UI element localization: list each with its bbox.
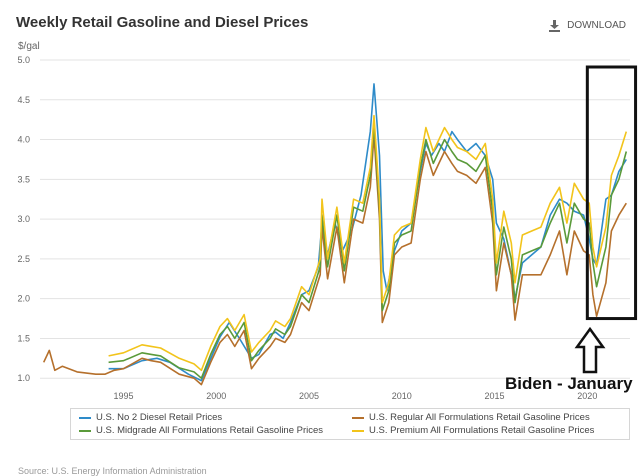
download-label: DOWNLOAD (567, 20, 626, 31)
x-tick-label: 1995 (113, 391, 133, 401)
y-tick-label: 1.5 (17, 333, 30, 343)
source-note: Source: U.S. Energy Information Administ… (18, 466, 207, 476)
y-tick-label: 2.5 (17, 254, 30, 264)
annotation-box (585, 65, 638, 321)
up-arrow-icon (574, 326, 606, 374)
y-tick-label: 2.0 (17, 294, 30, 304)
x-tick-label: 2015 (485, 391, 505, 401)
legend-item-diesel[interactable]: U.S. No 2 Diesel Retail Prices (79, 412, 348, 423)
legend-item-midgrade[interactable]: U.S. Midgrade All Formulations Retail Ga… (79, 425, 348, 436)
legend-swatch-midgrade (79, 429, 91, 432)
download-button[interactable]: DOWNLOAD (548, 19, 626, 32)
chart-legend: U.S. No 2 Diesel Retail Prices U.S. Regu… (70, 408, 630, 440)
x-tick-label: 2020 (577, 391, 597, 401)
line-chart: $/gal 1.0 1.5 2.0 2.5 3.0 3.5 4.0 4.5 5.0 1995 20… (17, 41, 638, 401)
series-line-regular (42, 134, 627, 386)
series-line-premium (108, 114, 628, 372)
legend-label-regular: U.S. Regular All Formulations Retail Gas… (369, 412, 590, 423)
x-tick-label: 2010 (392, 391, 412, 401)
y-tick-label: 4.5 (17, 95, 30, 105)
y-axis-ticks: 1.0 1.5 2.0 2.5 3.0 3.5 4.0 4.5 5.0 (17, 55, 30, 383)
x-tick-label: 2005 (299, 391, 319, 401)
y-tick-label: 1.0 (17, 373, 30, 383)
annotation-group: Biden - January (505, 65, 638, 393)
series-lines (42, 83, 628, 386)
download-icon (549, 20, 561, 32)
legend-item-premium[interactable]: U.S. Premium All Formulations Retail Gas… (352, 425, 621, 436)
x-axis-ticks: 1995 2000 2005 2010 2015 2020 (113, 391, 597, 401)
y-tick-label: 3.5 (17, 174, 30, 184)
legend-label-premium: U.S. Premium All Formulations Retail Gas… (369, 425, 595, 436)
grid-lines (40, 59, 630, 379)
legend-label-diesel: U.S. No 2 Diesel Retail Prices (96, 412, 223, 423)
chart-title: Weekly Retail Gasoline and Diesel Prices (16, 14, 309, 31)
legend-swatch-regular (352, 416, 364, 419)
series-line-diesel (108, 83, 627, 382)
y-axis-unit-label: $/gal (18, 41, 40, 52)
y-tick-label: 4.0 (17, 135, 30, 145)
x-tick-label: 2000 (206, 391, 226, 401)
series-line-midgrade (108, 122, 628, 380)
legend-label-midgrade: U.S. Midgrade All Formulations Retail Ga… (96, 425, 324, 436)
legend-item-regular[interactable]: U.S. Regular All Formulations Retail Gas… (352, 412, 621, 423)
legend-swatch-premium (352, 429, 364, 432)
y-tick-label: 5.0 (17, 55, 30, 65)
y-tick-label: 3.0 (17, 214, 30, 224)
annotation-text: Biden - January (505, 374, 633, 393)
legend-swatch-diesel (79, 416, 91, 419)
